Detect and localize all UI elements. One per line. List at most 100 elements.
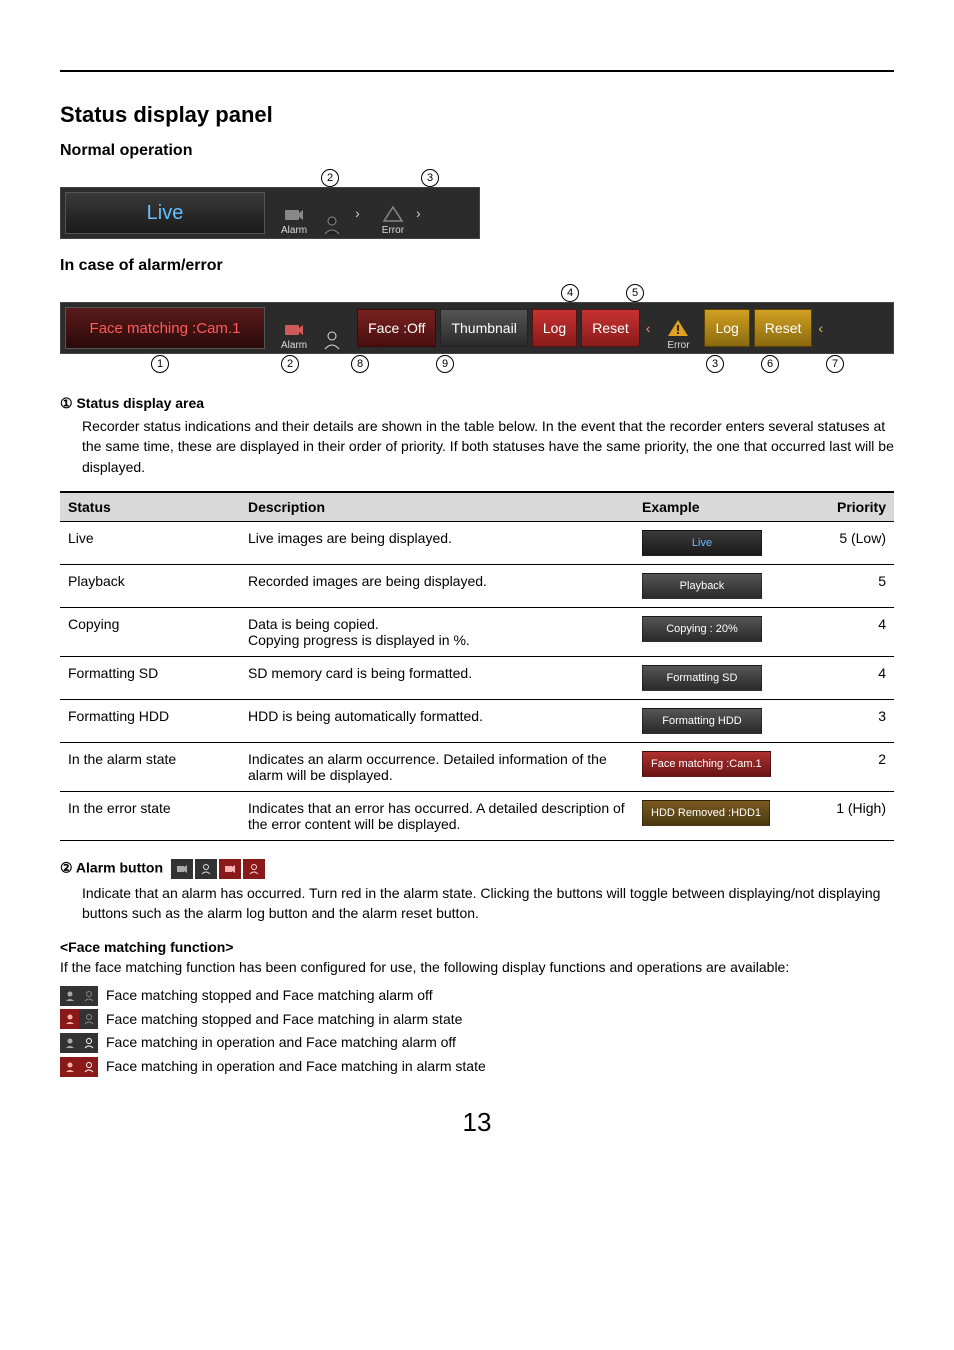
item-2-block: ② Alarm button Indicate that an alarm ha… (60, 859, 894, 924)
cell-example: Playback (634, 564, 804, 607)
alarm-error-heading: In case of alarm/error (60, 257, 894, 275)
callout-9: 9 (436, 355, 454, 373)
cell-example: Face matching :Cam.1 (634, 742, 804, 791)
alarm-log-button[interactable]: Log (532, 309, 577, 347)
face-matching-intro: If the face matching function has been c… (60, 957, 894, 977)
list-item-text: Face matching stopped and Face matching … (106, 1008, 462, 1032)
cell-example: Formatting SD (634, 656, 804, 699)
error-icon-group: Error › (370, 188, 431, 238)
face-matching-state-icon (60, 986, 98, 1006)
cell-status: Live (60, 521, 240, 564)
camera-icon (283, 320, 305, 338)
status-badge: Formatting SD (642, 665, 762, 691)
alarm-label-2: Alarm (281, 340, 307, 351)
cell-status: Formatting SD (60, 656, 240, 699)
alarm-callouts-bottom: 1 2 8 9 3 6 7 (60, 354, 894, 373)
th-description: Description (240, 492, 634, 522)
item-2-body: Indicate that an alarm has occurred. Tur… (82, 883, 894, 924)
alarm-callouts-top: 4 5 (60, 283, 894, 302)
error-label-2: Error (667, 340, 689, 351)
alarm-button-mini-icons (171, 859, 265, 879)
alarm-button-normal[interactable]: Alarm (275, 188, 313, 238)
status-table: Status Description Example Priority Live… (60, 491, 894, 841)
item-2-head: ② Alarm button (60, 859, 894, 879)
list-item-text: Face matching in operation and Face matc… (106, 1031, 456, 1055)
chevron-right-icon[interactable]: › (351, 205, 364, 221)
top-divider (60, 70, 894, 72)
status-badge: Playback (642, 573, 762, 599)
item-2-head-text: ② Alarm button (60, 860, 163, 876)
cell-status: In the alarm state (60, 742, 240, 791)
face-icon (243, 859, 265, 879)
alarm-icon-group-2: Alarm (269, 303, 355, 353)
chevron-left-icon[interactable]: ‹ (814, 320, 827, 336)
face-matching-state-icon (60, 1033, 98, 1053)
cell-description: Live images are being displayed. (240, 521, 634, 564)
page-number: 13 (60, 1107, 894, 1138)
table-row: LiveLive images are being displayed.Live… (60, 521, 894, 564)
face-matching-list: Face matching stopped and Face matching … (60, 984, 894, 1079)
callout-2b: 2 (281, 355, 299, 373)
cell-description: Recorded images are being displayed. (240, 564, 634, 607)
face-matching-head: <Face matching function> (60, 939, 894, 955)
face-icon (195, 859, 217, 879)
alarm-button[interactable]: Alarm (275, 303, 313, 353)
status-display-live: Live (65, 192, 265, 234)
cell-description: Indicates an alarm occurrence. Detailed … (240, 742, 634, 791)
callout-3b: 3 (706, 355, 724, 373)
cell-priority: 2 (804, 742, 894, 791)
warning-icon (382, 205, 404, 223)
warning-icon (666, 318, 690, 338)
alarm-label: Alarm (281, 225, 307, 236)
callout-8: 8 (351, 355, 369, 373)
error-label: Error (382, 225, 404, 236)
page-content: Status display panel Normal operation 2 … (0, 102, 954, 1168)
callout-7: 7 (826, 355, 844, 373)
table-row: PlaybackRecorded images are being displa… (60, 564, 894, 607)
list-item: Face matching stopped and Face matching … (60, 984, 894, 1008)
cell-status: Playback (60, 564, 240, 607)
thumbnail-button[interactable]: Thumbnail (440, 309, 527, 347)
table-row: Formatting SDSD memory card is being for… (60, 656, 894, 699)
list-item: Face matching in operation and Face matc… (60, 1031, 894, 1055)
error-reset-button[interactable]: Reset (754, 309, 813, 347)
error-button-normal[interactable]: Error (376, 188, 410, 238)
callout-1: 1 (151, 355, 169, 373)
camera-icon (171, 859, 193, 879)
cell-priority: 4 (804, 656, 894, 699)
table-row: CopyingData is being copied. Copying pro… (60, 607, 894, 656)
th-status: Status (60, 492, 240, 522)
chevron-right-icon[interactable]: › (412, 205, 425, 221)
list-item: Face matching in operation and Face matc… (60, 1055, 894, 1079)
cell-description: Indicates that an error has occurred. A … (240, 791, 634, 840)
error-log-button[interactable]: Log (704, 309, 749, 347)
status-display-alarm: Face matching :Cam.1 (65, 307, 265, 349)
face-button-alarm[interactable] (315, 303, 349, 353)
section-title: Status display panel (60, 102, 894, 128)
camera-icon (283, 205, 305, 223)
face-icon (321, 329, 343, 351)
face-off-button[interactable]: Face :Off (357, 309, 436, 347)
alarm-reset-button[interactable]: Reset (581, 309, 640, 347)
item-1-head: ① Status display area (60, 395, 894, 412)
face-icon (321, 214, 343, 236)
cell-priority: 5 (804, 564, 894, 607)
status-badge: Formatting HDD (642, 708, 762, 734)
cell-priority: 1 (High) (804, 791, 894, 840)
status-badge: Copying : 20% (642, 616, 762, 642)
error-icon-group-2: Error (654, 303, 702, 353)
list-item-text: Face matching in operation and Face matc… (106, 1055, 486, 1079)
cell-example: Formatting HDD (634, 699, 804, 742)
th-example: Example (634, 492, 804, 522)
cell-status: Copying (60, 607, 240, 656)
chevron-left-icon[interactable]: ‹ (642, 320, 655, 336)
th-priority: Priority (804, 492, 894, 522)
face-button-normal[interactable] (315, 188, 349, 238)
error-button[interactable]: Error (660, 303, 696, 353)
cell-priority: 4 (804, 607, 894, 656)
face-matching-state-icon (60, 1009, 98, 1029)
table-row: Formatting HDDHDD is being automatically… (60, 699, 894, 742)
callout-2: 2 (321, 169, 339, 187)
normal-operation-heading: Normal operation (60, 142, 894, 160)
camera-icon (219, 859, 241, 879)
